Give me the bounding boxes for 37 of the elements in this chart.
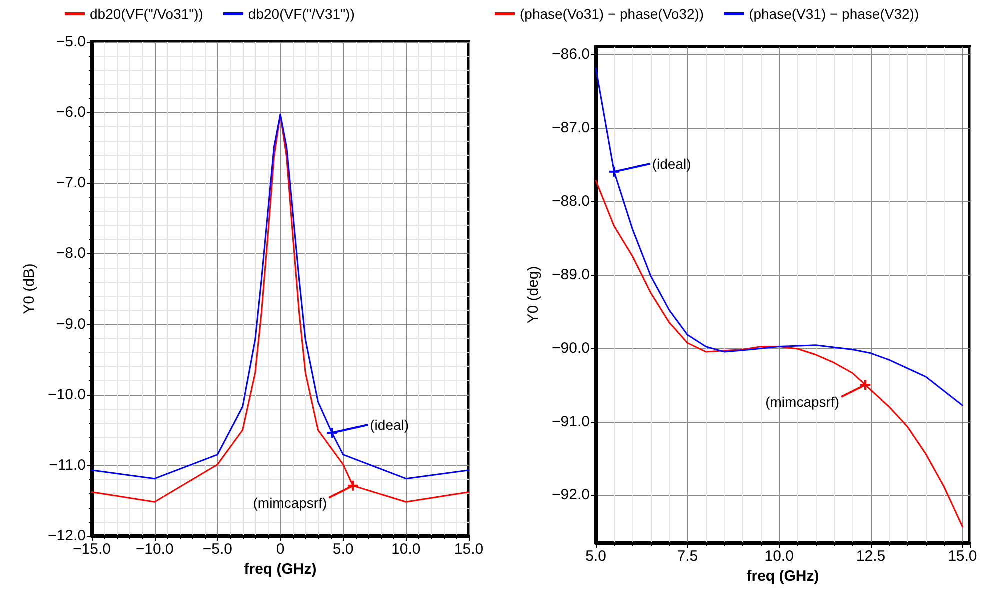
y-axis-title: Y0 (dB) <box>21 264 38 314</box>
x-tick-label: −10.0 <box>136 541 174 558</box>
y-tick-label: −6.0 <box>56 104 86 122</box>
x-tick-label: 10.0 <box>392 541 421 558</box>
x-tick-label: 5.0 <box>586 548 606 565</box>
y-tick-label: −5.0 <box>56 34 86 50</box>
y-tick-label: −9.0 <box>56 316 86 333</box>
x-axis-title: freq (GHz) <box>746 568 820 585</box>
y-tick-label: −86.0 <box>552 46 590 63</box>
y-tick-label: −8.0 <box>56 245 86 262</box>
x-tick-label: 15.0 <box>454 541 484 558</box>
annotation: (ideal) <box>370 416 410 433</box>
x-tick-label: 5.0 <box>332 541 354 558</box>
annotation: (mimcapsrf) <box>253 494 328 511</box>
y-tick-label: −92.0 <box>552 486 590 504</box>
x-tick-label: 10.0 <box>764 548 794 565</box>
y-tick-label: −87.0 <box>552 119 590 136</box>
x-tick-label: 7.5 <box>677 548 698 565</box>
x-tick-label: 12.5 <box>856 548 886 565</box>
x-tick-label: 15.0 <box>948 548 978 565</box>
annotation: (mimcapsrf) <box>766 394 840 410</box>
legend-label: (phase(Vo31) − phase(Vo32)) <box>520 6 704 22</box>
x-axis-title: freq (GHz) <box>244 560 317 578</box>
x-tick-label: −5.0 <box>202 541 232 558</box>
y-tick-label: −10.0 <box>48 386 86 404</box>
y-tick-label: −90.0 <box>552 340 590 357</box>
y-tick-label: −7.0 <box>56 174 86 192</box>
y-tick-label: −91.0 <box>552 413 590 430</box>
legend-label: (phase(V31) − phase(V32)) <box>749 6 920 22</box>
y-axis-title: Y0 (deg) <box>525 266 542 324</box>
y-tick-label: −88.0 <box>552 192 590 210</box>
x-tick-label: 0 <box>276 541 285 558</box>
annotation: (ideal) <box>652 156 692 172</box>
y-tick-label: −89.0 <box>552 266 590 284</box>
legend-label: db20(VF("/V31")) <box>248 6 355 22</box>
y-tick-label: −11.0 <box>49 456 86 474</box>
legend-label: db20(VF("/Vo31")) <box>90 6 204 22</box>
